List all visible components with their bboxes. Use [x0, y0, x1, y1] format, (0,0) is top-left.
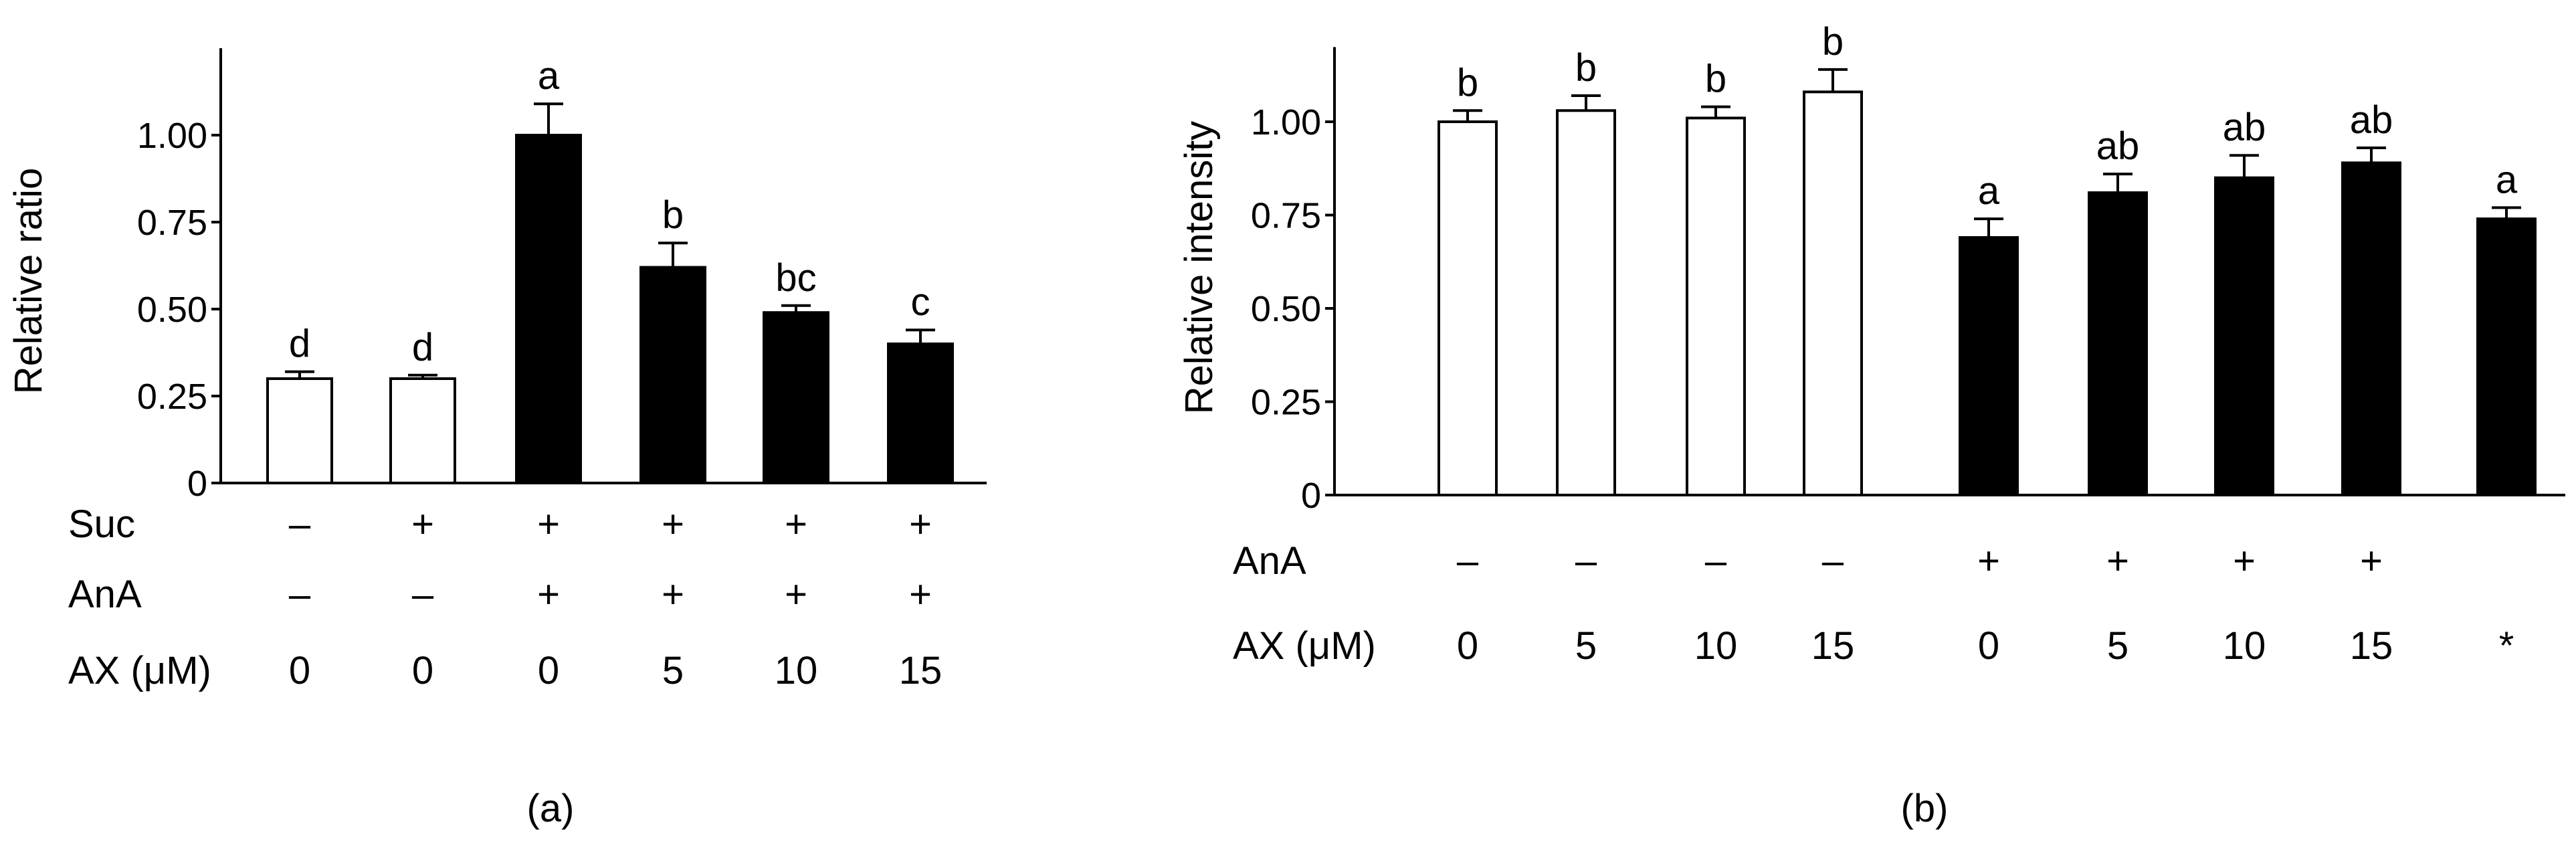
condition-value: +: [662, 502, 684, 546]
condition-value: 5: [1575, 624, 1597, 668]
condition-value: +: [411, 502, 434, 546]
condition-value: 0: [1457, 624, 1478, 668]
bar: [1803, 90, 1863, 497]
condition-value: +: [909, 573, 932, 616]
condition-value: 0: [289, 649, 310, 692]
condition-row-label: AX (μM): [1233, 624, 1376, 668]
y-tick-label: 0.50: [1251, 289, 1321, 329]
condition-value: 10: [2223, 624, 2266, 668]
condition-value: 15: [2350, 624, 2393, 668]
condition-value: 15: [1811, 624, 1855, 668]
condition-value: –: [289, 502, 311, 546]
significance-letter: b: [1822, 20, 1844, 64]
bar: [763, 311, 829, 485]
y-axis-label: Relative ratio: [7, 168, 50, 394]
bar: [1556, 109, 1616, 496]
condition-value: +: [2360, 539, 2383, 583]
condition-value: +: [909, 502, 932, 546]
condition-row-label: AnA: [68, 573, 142, 616]
y-tick-label: 0: [187, 464, 207, 504]
condition-value: +: [785, 502, 807, 546]
significance-letter: a: [1978, 169, 2000, 213]
bar: [515, 134, 582, 484]
condition-value: 10: [775, 649, 818, 692]
significance-letter: a: [2496, 158, 2518, 201]
condition-value: +: [537, 502, 560, 546]
y-axis-label: Relative intensity: [1177, 121, 1221, 414]
condition-value: –: [1575, 539, 1597, 583]
bar: [266, 377, 333, 484]
condition-row-label: AX (μM): [68, 649, 211, 692]
significance-letter: bc: [775, 256, 816, 300]
condition-row-label: AnA: [1233, 539, 1306, 583]
condition-value: 10: [1694, 624, 1738, 668]
condition-value: 15: [899, 649, 943, 692]
y-tick-label: 0.25: [137, 377, 207, 417]
bar: [887, 343, 954, 484]
panel-label: (b): [1901, 787, 1949, 830]
bar: [1686, 116, 1746, 497]
y-tick-label: 0.50: [137, 290, 207, 330]
condition-value: +: [1977, 539, 2000, 583]
panel-label: (a): [527, 787, 575, 830]
condition-value: 0: [412, 649, 433, 692]
bar: [2214, 176, 2274, 496]
condition-value: –: [1457, 539, 1479, 583]
condition-value: 0: [538, 649, 559, 692]
significance-letter: b: [1457, 61, 1478, 104]
significance-letter: d: [412, 326, 433, 369]
condition-row-label: Suc: [68, 502, 135, 546]
condition-value: –: [1705, 539, 1727, 583]
y-tick-label: 1.00: [1251, 102, 1321, 142]
significance-letter: c: [911, 280, 930, 324]
condition-value: –: [1822, 539, 1844, 583]
condition-value: –: [412, 573, 434, 616]
bar: [1438, 120, 1498, 496]
condition-value: +: [2233, 539, 2256, 583]
significance-letter: ab: [2096, 124, 2140, 168]
significance-letter: b: [1705, 58, 1726, 101]
significance-letter: b: [662, 193, 684, 237]
bar: [639, 266, 706, 484]
condition-value: *: [2499, 624, 2514, 668]
significance-letter: d: [289, 322, 310, 366]
condition-value: +: [2106, 539, 2129, 583]
y-tick-label: 0.75: [1251, 196, 1321, 236]
y-tick-label: 0.75: [137, 203, 207, 243]
bar: [2476, 217, 2537, 496]
condition-value: +: [662, 573, 684, 616]
condition-value: 0: [1978, 624, 1999, 668]
condition-value: –: [289, 573, 311, 616]
y-tick-label: 0.25: [1251, 383, 1321, 423]
condition-value: 5: [662, 649, 684, 692]
bar: [2341, 161, 2401, 496]
significance-letter: b: [1575, 46, 1597, 90]
condition-value: +: [537, 573, 560, 616]
y-tick-label: 0: [1301, 476, 1321, 516]
bar: [389, 377, 456, 484]
condition-value: 5: [2107, 624, 2128, 668]
bar: [2088, 191, 2148, 496]
significance-letter: ab: [2223, 106, 2266, 149]
significance-letter: ab: [2350, 98, 2393, 142]
significance-letter: a: [538, 54, 560, 98]
bar: [1959, 235, 2019, 496]
y-tick-label: 1.00: [137, 116, 207, 156]
condition-value: +: [785, 573, 807, 616]
